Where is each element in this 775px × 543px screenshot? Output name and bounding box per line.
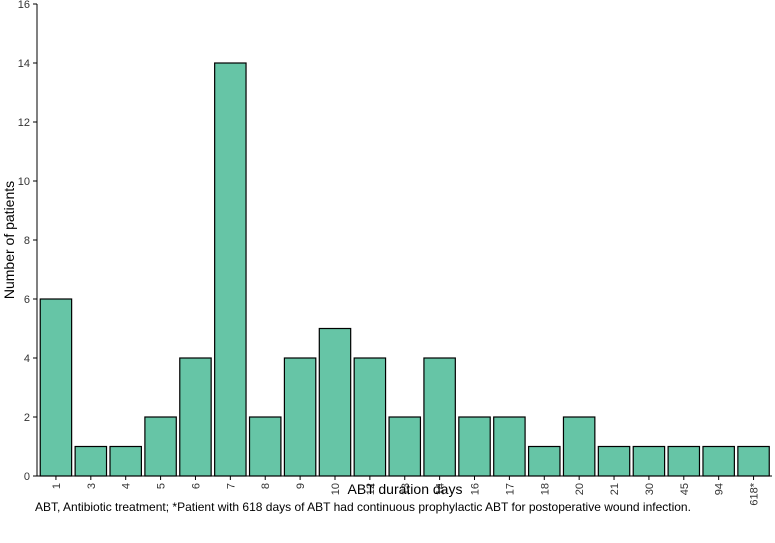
bar-12 xyxy=(353,357,387,477)
bar-13 xyxy=(388,416,422,477)
bar-8 xyxy=(248,416,282,477)
bar-4 xyxy=(109,445,143,477)
y-tick-label: 12 xyxy=(18,117,30,129)
x-tick-label: 7 xyxy=(225,483,237,489)
x-tick-label: 17 xyxy=(504,483,516,495)
x-tick-label: 10 xyxy=(330,483,342,495)
y-tick-label: 6 xyxy=(24,294,30,306)
x-tick-label: 12 xyxy=(365,483,377,495)
x-tick-label: 1 xyxy=(51,483,63,489)
bar-6 xyxy=(179,357,212,477)
footnote: ABT, Antibiotic treatment; *Patient with… xyxy=(35,500,691,514)
bar-5 xyxy=(144,416,177,477)
y-tick-label: 0 xyxy=(24,471,30,483)
bar-45 xyxy=(667,445,701,477)
x-tick-label: 4 xyxy=(121,483,133,489)
x-tick-label: 618* xyxy=(749,482,761,505)
x-axis: 1 3 4 5 6 7 8 9 10 12 13 14 16 17 18 20 21 30 45 94 618* xyxy=(37,475,772,506)
y-tick-label: 10 xyxy=(18,176,30,188)
x-tick-label: 94 xyxy=(714,483,726,495)
bar-618* xyxy=(737,445,770,477)
bar-17 xyxy=(493,416,526,477)
bar-30 xyxy=(632,445,666,477)
x-tick-label: 5 xyxy=(156,483,168,489)
bar-94 xyxy=(702,445,735,477)
x-tick-label: 13 xyxy=(400,483,412,495)
x-tick-label: 3 xyxy=(86,483,98,489)
x-tick-label: 16 xyxy=(470,483,482,495)
y-tick-label: 4 xyxy=(24,353,30,365)
x-tick-label: 9 xyxy=(295,483,307,489)
x-tick-label: 6 xyxy=(190,483,202,489)
bar-16 xyxy=(458,416,491,477)
bar-1 xyxy=(39,298,73,477)
bar-14 xyxy=(423,357,456,477)
x-tick-label: 45 xyxy=(679,483,691,495)
y-axis-title: Number of patients xyxy=(1,181,17,299)
x-tick-label: 14 xyxy=(435,483,447,495)
y-tick-label: 16 xyxy=(18,0,30,11)
x-tick-label: 20 xyxy=(574,483,586,495)
bar-20 xyxy=(562,416,596,477)
x-tick-label: 21 xyxy=(609,483,621,495)
bars-group xyxy=(39,62,770,477)
bar-18 xyxy=(527,445,561,477)
bar-3 xyxy=(74,445,108,477)
x-axis-title: ABT duration days xyxy=(348,481,463,497)
x-tick-label: 18 xyxy=(539,483,551,495)
x-tick-label: 30 xyxy=(644,483,656,495)
bar-21 xyxy=(597,445,631,477)
y-tick-label: 14 xyxy=(18,58,30,70)
y-tick-label: 8 xyxy=(24,235,30,247)
bar-9 xyxy=(283,357,317,477)
y-axis: 0 2 4 6 8 10 12 14 16 xyxy=(18,0,38,483)
bar-10 xyxy=(318,327,352,477)
y-tick-label: 2 xyxy=(24,412,30,424)
bar-7 xyxy=(214,62,247,477)
x-tick-label: 8 xyxy=(260,483,272,489)
